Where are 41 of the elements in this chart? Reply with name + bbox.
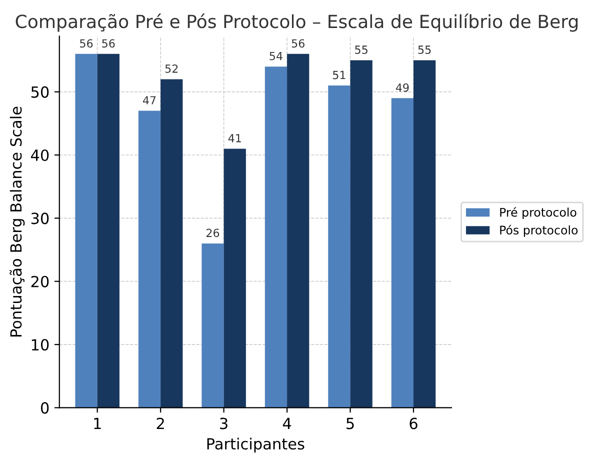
legend-label: Pós protocolo	[500, 224, 578, 237]
data-label: 52	[165, 64, 178, 73]
y-tick-label: 30	[31, 212, 49, 224]
y-tick-label: 50	[31, 86, 49, 98]
bar	[160, 79, 183, 408]
legend-label: Pré protocolo	[500, 207, 576, 220]
x-tick-label: 2	[156, 418, 164, 430]
y-tick-label: 0	[40, 402, 49, 414]
bar	[287, 54, 310, 408]
x-tick-label: 6	[410, 418, 418, 430]
x-tick-label: 5	[346, 418, 354, 430]
data-label: 54	[270, 52, 282, 60]
chart-title: Comparação Pré e Pós Protocolo – Escala de Equilíbrio de Berg	[16, 14, 578, 32]
data-label: 49	[396, 83, 409, 92]
y-tick-label: 40	[30, 149, 49, 162]
data-label: 47	[142, 96, 156, 104]
y-tick-label: 20	[31, 276, 49, 288]
data-label: 56	[80, 39, 93, 48]
bar	[97, 54, 120, 408]
bar	[224, 148, 246, 408]
data-label: 55	[355, 46, 368, 54]
data-label: 56	[292, 39, 304, 48]
bar	[75, 54, 98, 408]
bar	[350, 60, 372, 408]
bar	[391, 98, 414, 408]
data-label: 56	[102, 39, 115, 48]
bar	[138, 110, 161, 408]
x-tick-label: 1	[94, 418, 101, 430]
data-label: 55	[418, 46, 431, 54]
data-label: 41	[228, 134, 241, 142]
data-label: 51	[332, 70, 346, 80]
y-tick-label: 10	[32, 338, 49, 351]
x-axis-title: Participantes	[207, 438, 304, 453]
x-tick-label: 3	[220, 418, 228, 430]
x-tick-label: 4	[282, 418, 292, 430]
data-label: 26	[206, 228, 220, 238]
bar	[202, 243, 224, 408]
bar	[414, 60, 436, 408]
y-axis-title: Pontuação Berg Balance Scale	[10, 106, 25, 336]
bar	[328, 86, 350, 408]
bar	[264, 66, 288, 408]
